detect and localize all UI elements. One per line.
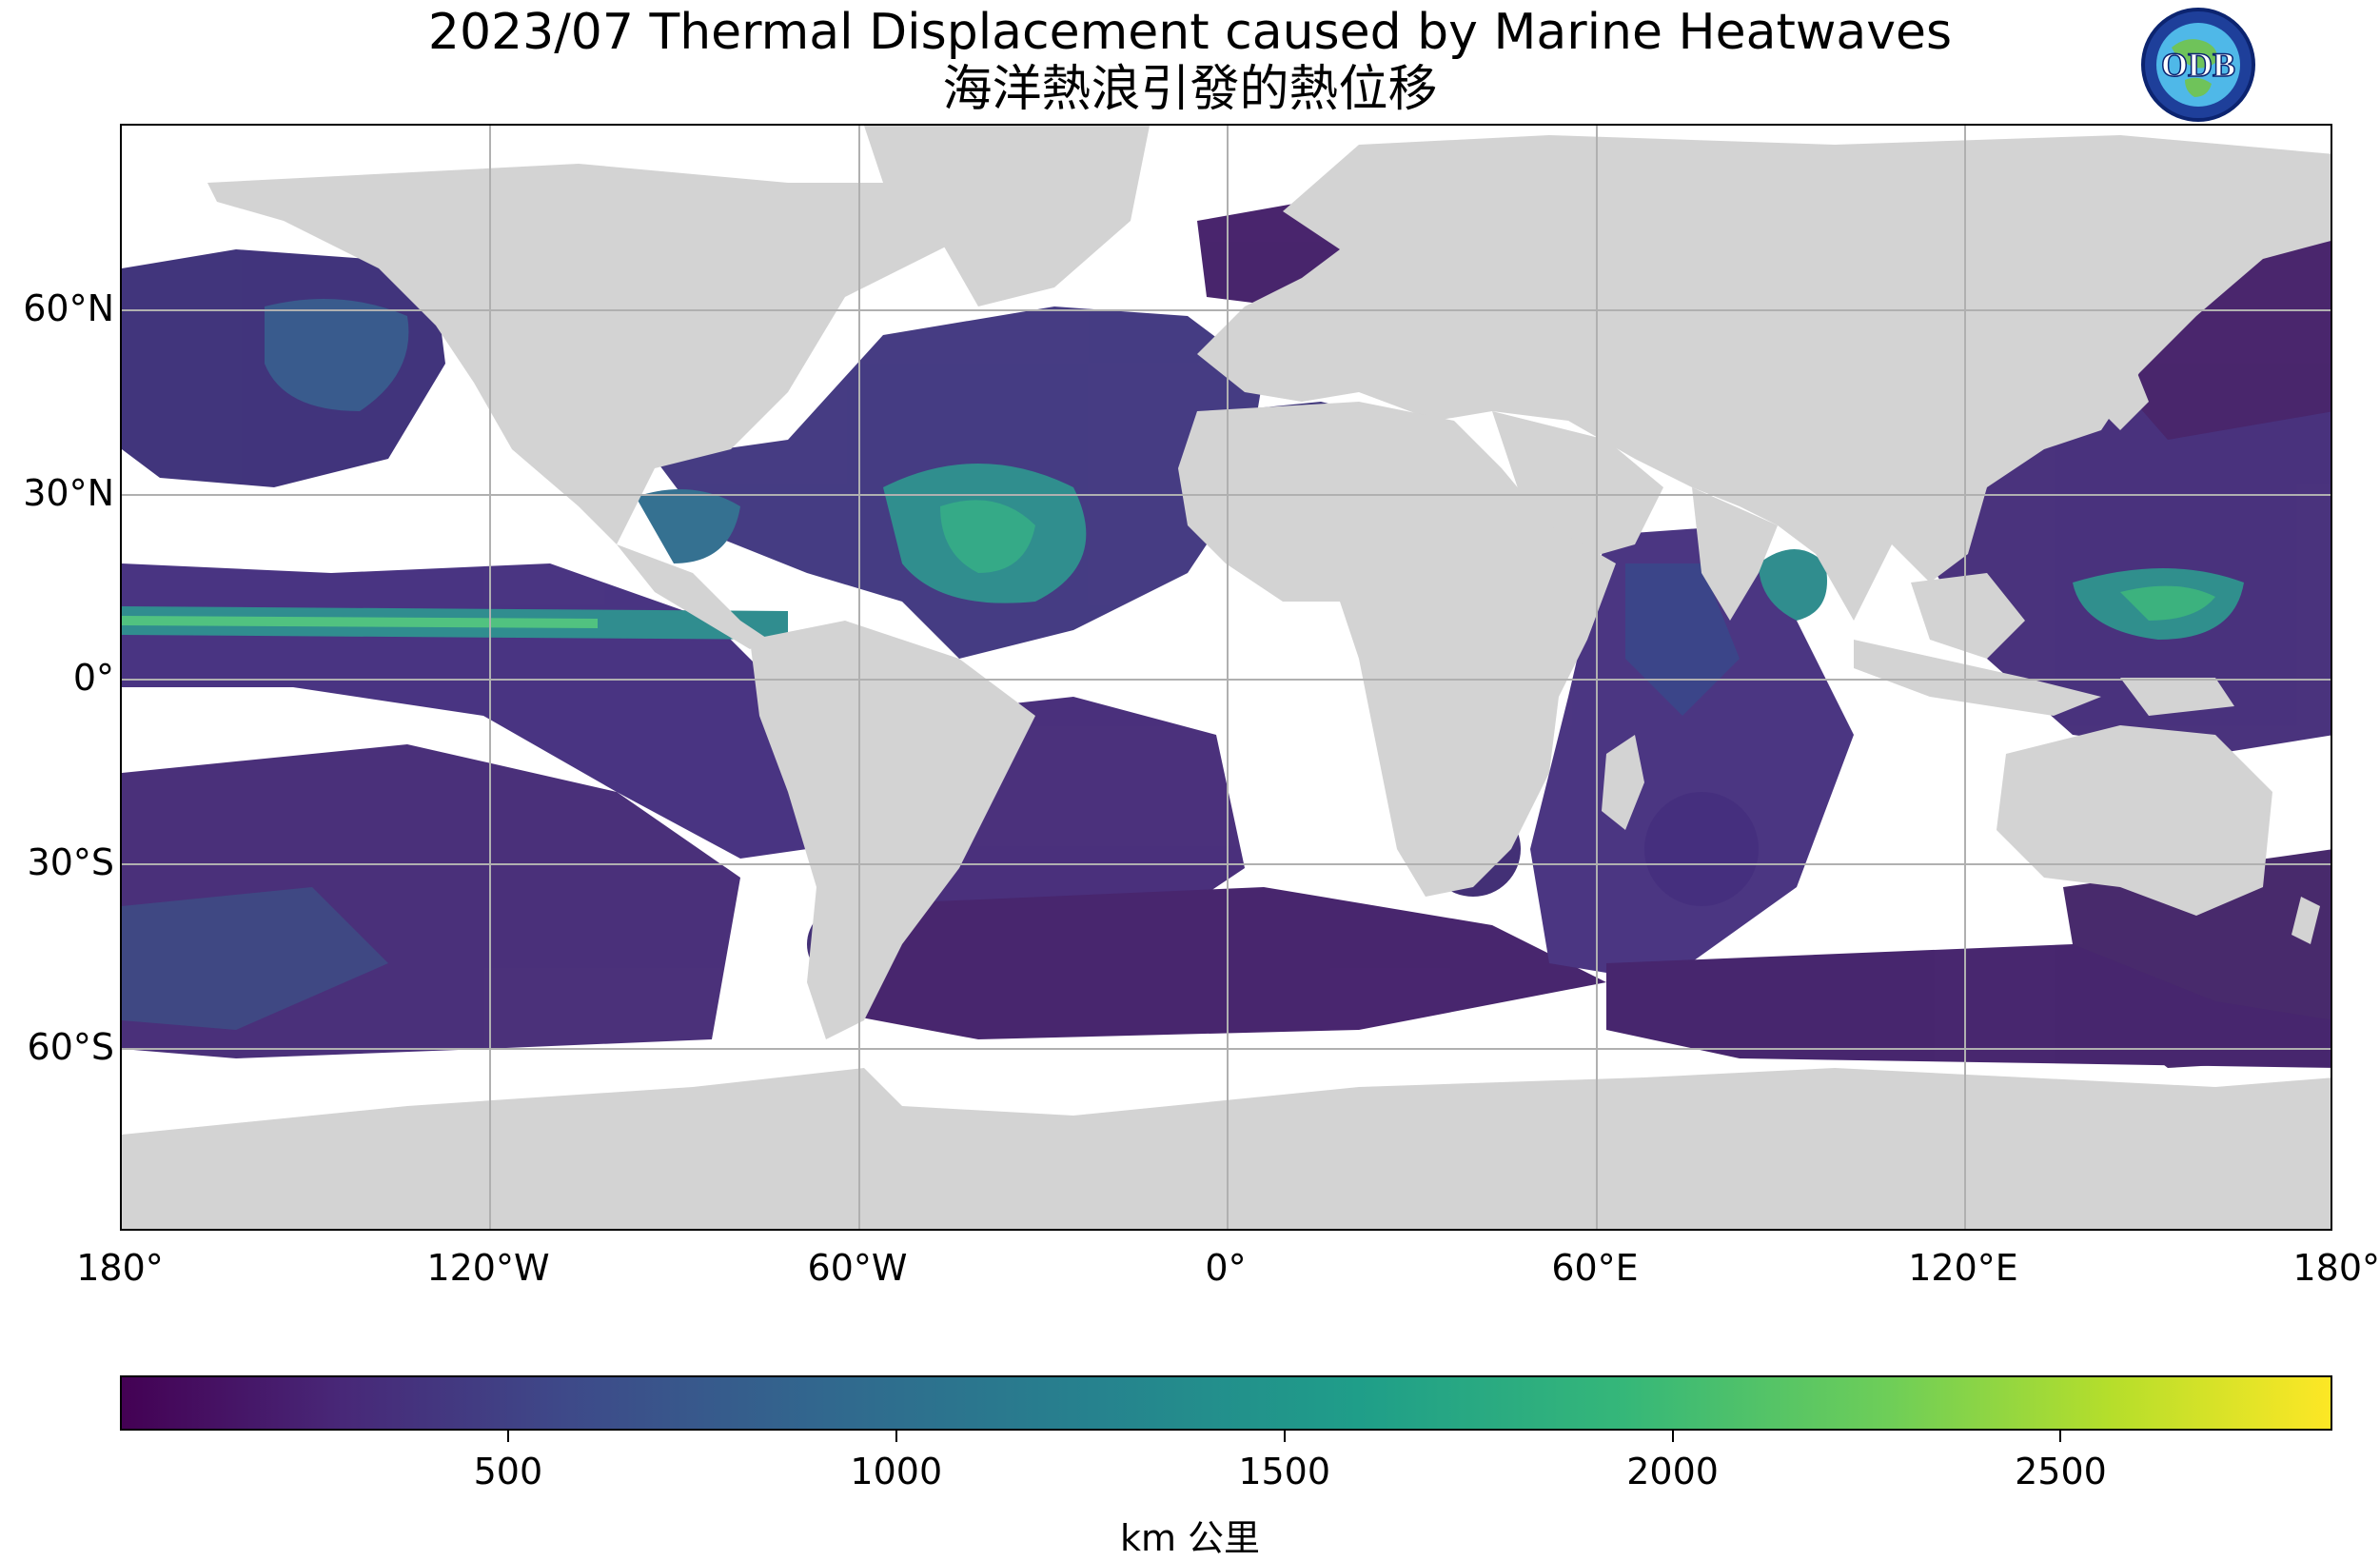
land-madagascar — [1602, 735, 1644, 830]
gridlines — [122, 126, 2331, 1229]
colorbar-tick-label: 2500 — [2015, 1451, 2107, 1492]
lon-tick-60e: 60°E — [1551, 1247, 1639, 1289]
lat-tick-60s: 60°S — [27, 1026, 114, 1068]
colorbar-tick-label: 1000 — [850, 1451, 943, 1492]
lon-tick-60w: 60°W — [807, 1247, 908, 1289]
displacement-field — [122, 192, 2331, 1068]
ocean-field — [940, 500, 1035, 573]
ocean-field — [636, 489, 740, 563]
land-indonesia — [1854, 640, 2101, 716]
colorbar-tick-mark — [1671, 1431, 1674, 1442]
colorbar-tick-mark — [506, 1431, 509, 1442]
colorbar-tick-mark — [895, 1431, 897, 1442]
logo-text: ODB — [2161, 46, 2235, 84]
lat-tick-30n: 30°N — [23, 472, 114, 514]
lon-tick-180e: 180° — [2292, 1247, 2380, 1289]
lat-tick-30s: 30°S — [27, 841, 114, 883]
land-antarctica — [122, 1068, 2331, 1229]
colorbar-tick-label: 1500 — [1238, 1451, 1331, 1492]
colorbar-tick-label: 2000 — [1626, 1451, 1719, 1492]
land-eurasia — [1197, 135, 2331, 621]
map-svg — [122, 126, 2331, 1229]
land-new-zealand — [2291, 897, 2320, 944]
ocean-field — [1625, 563, 1740, 716]
land-japan — [2101, 354, 2149, 430]
ocean-field — [1530, 525, 1854, 982]
land-central-america — [617, 544, 769, 649]
land-south-america — [750, 621, 1035, 1039]
land-southeast-asia — [1911, 573, 2025, 659]
ocean-field — [826, 887, 1606, 1039]
lon-tick-0: 0° — [1205, 1247, 1247, 1289]
colorbar-tick-label: 500 — [473, 1451, 543, 1492]
land-layer — [122, 126, 2331, 1229]
lat-tick-60n: 60°N — [23, 287, 114, 329]
land-new-guinea — [2120, 678, 2234, 716]
colorbar — [120, 1375, 2332, 1431]
ocean-field — [2120, 585, 2215, 621]
land-australia — [1996, 725, 2272, 916]
ocean-field — [1606, 944, 2331, 1068]
land-india — [1692, 487, 1778, 621]
colorbar-tick-mark — [2059, 1431, 2062, 1442]
colorbar-tick-mark — [1283, 1431, 1286, 1442]
chart-title: 2023/07 Thermal Displacement caused by M… — [427, 4, 1953, 61]
ocean-field — [1759, 549, 1827, 621]
lon-tick-120e: 120°E — [1908, 1247, 2018, 1289]
chart-subtitle: 海洋熱浪引發的熱位移 — [942, 61, 1438, 118]
land-north-america — [207, 164, 959, 544]
map-panel — [120, 124, 2332, 1231]
lon-tick-120w: 120°W — [426, 1247, 550, 1289]
lon-tick-180w: 180° — [76, 1247, 164, 1289]
land-greenland — [864, 126, 1150, 306]
colorbar-unit-label: km 公里 — [1119, 1517, 1261, 1559]
odb-logo: ODB — [2139, 6, 2257, 124]
ocean-field — [265, 299, 409, 411]
land-africa — [1178, 402, 1616, 897]
ocean-field — [122, 887, 388, 1030]
ocean-field — [122, 616, 598, 628]
lat-tick-0: 0° — [72, 657, 114, 699]
ocean-field — [1644, 792, 1759, 906]
